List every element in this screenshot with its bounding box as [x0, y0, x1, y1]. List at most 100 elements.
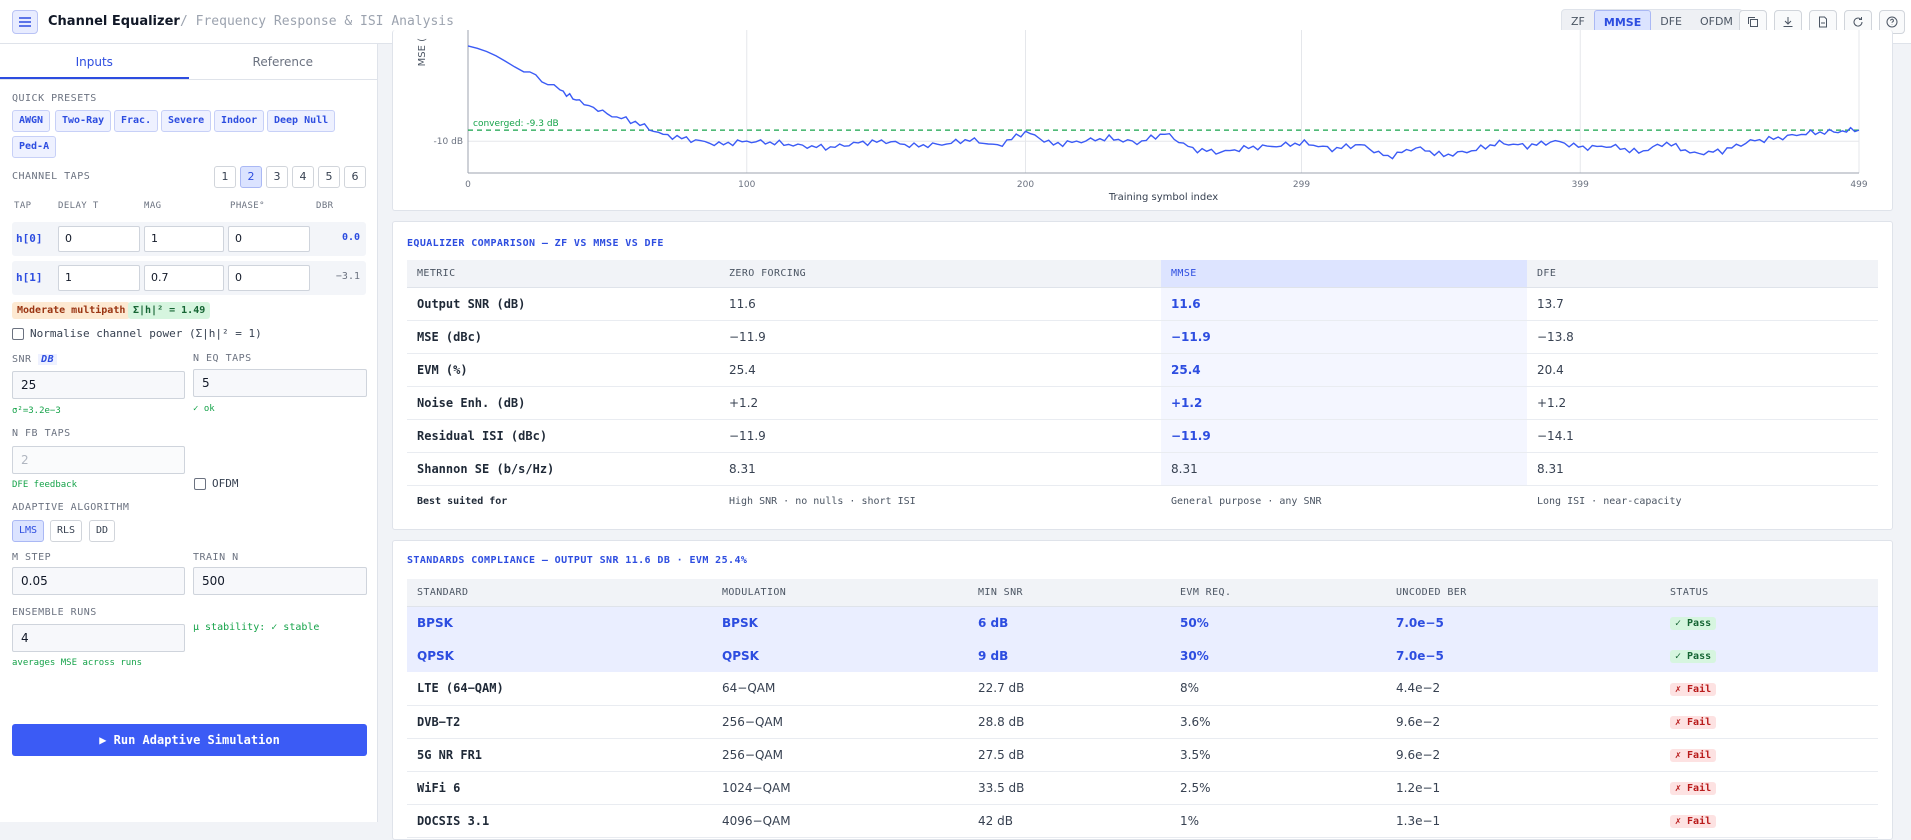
tap-count-6-button[interactable]: 6 [344, 166, 366, 188]
ofdm-checkbox[interactable] [194, 478, 206, 490]
algorithm-dd-button[interactable]: DD [89, 520, 116, 542]
table-cell: 4.4e−2 [1386, 672, 1660, 706]
col-modulation: MODULATION [712, 579, 968, 607]
table-cell: 5G NR FR1 [407, 738, 712, 772]
col-phase: PHASE° [230, 201, 265, 211]
col-uncoded-ber: UNCODED BER [1386, 579, 1660, 607]
mode-zf-button[interactable]: ZF [1571, 15, 1585, 28]
preset-ped-a-button[interactable]: Ped-A [12, 136, 57, 158]
table-cell: −11.9 [1161, 419, 1527, 453]
preset-severe-button[interactable]: Severe [161, 110, 212, 132]
tap-count-2-button[interactable]: 2 [240, 166, 262, 188]
status-cell: ✗ Fail [1660, 771, 1878, 805]
file-icon [1819, 16, 1827, 28]
tap-count-1-button[interactable]: 1 [214, 166, 236, 188]
nfb-taps-input[interactable]: 2 [12, 446, 185, 474]
table-cell: 8.31 [1161, 452, 1527, 486]
comparison-table: METRIC ZERO FORCING MMSE DFE Output SNR … [407, 260, 1878, 518]
table-cell: High SNR · no nulls · short ISI [729, 496, 916, 508]
table-cell: 9.6e−2 [1386, 738, 1660, 772]
tap-count-5-button[interactable]: 5 [318, 166, 340, 188]
algorithm-rls-button[interactable]: RLS [50, 520, 83, 542]
tap-name: h[1] [16, 271, 43, 284]
table-cell: 256−QAM [712, 738, 968, 772]
standards-compliance-panel: STANDARDS COMPLIANCE — OUTPUT SNR 11.6 D… [392, 540, 1893, 840]
tap-count-4-button[interactable]: 4 [292, 166, 314, 188]
y-axis-label: MSE ( [417, 38, 428, 66]
table-cell: −14.1 [1527, 419, 1878, 453]
table-cell: DVB−T2 [407, 705, 712, 739]
tap-row: h[0] 0 1 0 0.0 [12, 222, 366, 256]
table-cell: 256−QAM [712, 705, 968, 739]
x-tick-label: 0 [465, 180, 471, 190]
tap-delay-input[interactable]: 1 [58, 265, 140, 291]
table-cell: 6 dB [968, 606, 1170, 639]
ensemble-runs-input[interactable]: 4 [12, 624, 185, 652]
preset-indoor-button[interactable]: Indoor [214, 110, 265, 132]
algorithm-lms-button[interactable]: LMS [12, 520, 45, 542]
train-n-input[interactable]: 500 [193, 567, 367, 595]
tap-phase-input[interactable]: 0 [228, 265, 310, 291]
neq-hint: ✓ ok [193, 404, 215, 414]
mode-ofdm-button[interactable]: OFDM [1699, 15, 1733, 28]
table-cell: 64−QAM [712, 672, 968, 706]
tap-count-3-button[interactable]: 3 [266, 166, 288, 188]
table-cell: Output SNR (dB) [407, 287, 719, 321]
x-tick-label: 200 [1017, 180, 1034, 190]
snr-unit-badge: DB [38, 354, 58, 365]
table-cell: MSE (dBc) [407, 320, 719, 354]
table-row: Output SNR (dB) 11.6 11.6 13.7 [407, 287, 1878, 321]
mu-step-input[interactable]: 0.05 [12, 567, 185, 595]
ensemble-runs-label: ENSEMBLE RUNS [12, 607, 97, 618]
table-cell: 11.6 [719, 287, 1161, 321]
menu-button[interactable] [12, 10, 38, 34]
preset-deep-null-button[interactable]: Deep Null [267, 110, 336, 132]
x-tick-label: 100 [738, 180, 755, 190]
status-cell: ✗ Fail [1660, 804, 1878, 838]
status-badge: ✗ Fail [1670, 782, 1717, 795]
copy-icon [1748, 17, 1758, 27]
table-row: Best suited for High SNR · no nulls · sho… [407, 485, 1878, 518]
tap-delay-input[interactable]: 0 [58, 226, 140, 252]
snr-hint: σ²=3.2e−3 [12, 406, 61, 416]
table-cell: Best suited for [417, 496, 508, 508]
col-dbr: DBR [316, 201, 334, 211]
col-standard: STANDARD [407, 579, 712, 607]
preset-two-ray-button[interactable]: Two-Ray [55, 110, 112, 132]
tap-mag-input[interactable]: 0.7 [144, 265, 224, 291]
normalise-checkbox[interactable] [12, 328, 24, 340]
table-cell: 1024−QAM [712, 771, 968, 805]
snr-input[interactable]: 25 [12, 371, 185, 399]
table-cell: 20.4 [1527, 353, 1878, 387]
table-cell: Shannon SE (b/s/Hz) [407, 452, 719, 486]
run-simulation-button[interactable]: ▶ Run Adaptive Simulation [12, 724, 367, 756]
neq-taps-input[interactable]: 5 [193, 369, 367, 397]
table-cell: 50% [1170, 606, 1386, 639]
col-mmse: MMSE [1161, 260, 1527, 288]
preset-awgn-button[interactable]: AWGN [12, 110, 51, 132]
mse-series-line [467, 45, 1860, 160]
table-cell: 3.6% [1170, 705, 1386, 739]
tap-mag-input[interactable]: 1 [144, 226, 224, 252]
table-cell: 25.4 [719, 353, 1161, 387]
col-zf: ZERO FORCING [719, 260, 1161, 288]
table-row: Residual ISI (dBc) −11.9 −11.9 −14.1 [407, 419, 1878, 453]
table-cell: Noise Enh. (dB) [407, 386, 719, 420]
tab-reference[interactable]: Reference [252, 55, 313, 69]
table-cell: 8% [1170, 672, 1386, 706]
tap-row: h[1] 1 0.7 0 −3.1 [12, 261, 366, 295]
table-cell: QPSK [712, 639, 968, 672]
neq-taps-label: N EQ TAPS [193, 353, 252, 364]
table-cell: DOCSIS 3.1 [407, 804, 712, 838]
table-row: LTE (64−QAM) 64−QAM 22.7 dB 8% 4.4e−2 ✗ Fail [407, 672, 1878, 706]
table-cell: 8.31 [719, 452, 1161, 486]
status-cell: ✗ Fail [1660, 738, 1878, 772]
status-badge: ✗ Fail [1670, 749, 1717, 762]
x-tick-label: 299 [1293, 180, 1310, 190]
table-cell: 9.6e−2 [1386, 705, 1660, 739]
preset-frac-button[interactable]: Frac. [114, 110, 159, 132]
tap-phase-input[interactable]: 0 [228, 226, 310, 252]
tab-inputs[interactable]: Inputs [0, 44, 189, 79]
help-icon [1886, 16, 1898, 28]
mode-dfe-button[interactable]: DFE [1660, 15, 1682, 28]
